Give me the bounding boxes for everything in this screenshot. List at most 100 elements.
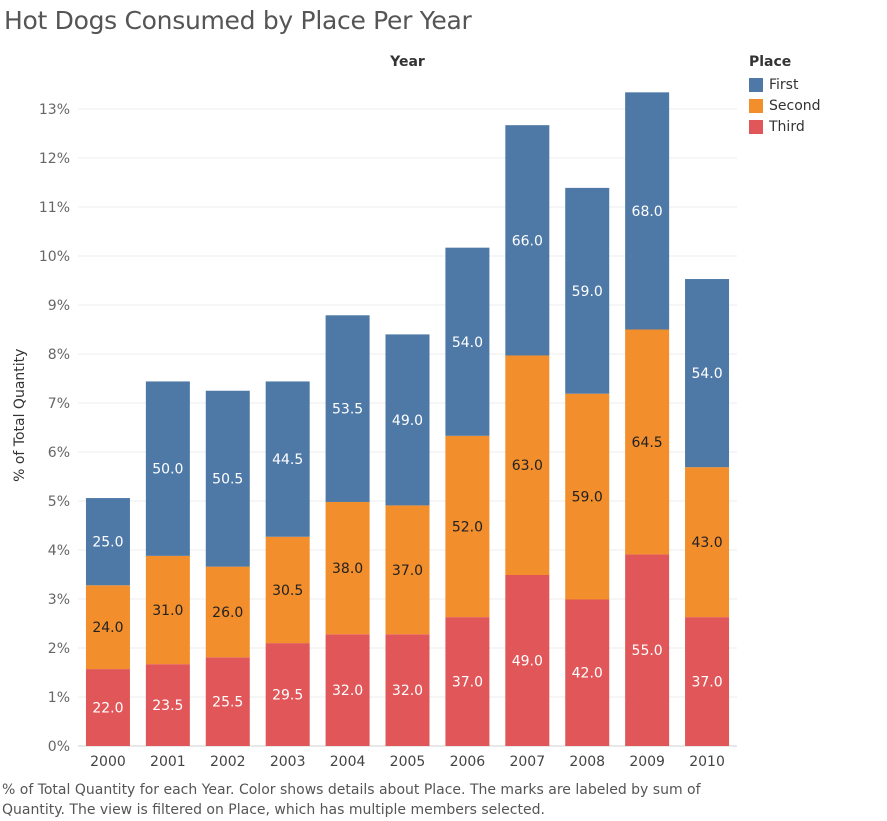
data-label-second-2004: 38.0	[332, 561, 363, 577]
bar-third-2004	[325, 634, 370, 746]
stacked-bar-chart: 0% 1% 2% 3% 4% 5% 6% 7% 8% 9% 10% 11% 12% 13% % of Tot…	[12, 54, 737, 770]
data-label-second-2005: 37.0	[392, 563, 423, 579]
data-label-second-2003: 30.5	[272, 583, 303, 599]
x-tick-label: 2001	[150, 754, 186, 770]
data-label-first-2008: 59.0	[572, 284, 603, 300]
bar-second-2002	[205, 566, 250, 658]
y-tick-label: 10%	[39, 249, 70, 265]
bar-first-2000	[85, 498, 130, 586]
y-tick-label: 12%	[39, 151, 70, 167]
x-tick-label: 2000	[90, 754, 126, 770]
x-tick-label: 2010	[689, 754, 725, 770]
y-tick-label: 13%	[39, 102, 70, 118]
data-label-first-2004: 53.5	[332, 402, 363, 418]
bar-third-2010	[685, 617, 730, 746]
x-tick-label: 2005	[390, 754, 426, 770]
legend-swatch-third	[749, 119, 763, 134]
bar-first-2008	[565, 187, 610, 394]
data-label-second-2008: 59.0	[572, 490, 603, 506]
bar-third-2003	[265, 643, 310, 746]
bar-second-2005	[385, 505, 430, 635]
bar-first-2001	[145, 381, 190, 556]
bar-first-2009	[625, 92, 670, 330]
y-tick-label: 9%	[48, 298, 70, 314]
bar-third-2002	[205, 657, 250, 746]
y-tick-label: 1%	[48, 690, 70, 706]
data-label-third-2004: 32.0	[332, 683, 363, 699]
data-label-second-2001: 31.0	[152, 603, 183, 619]
bar-first-2002	[205, 390, 250, 567]
bar-second-2000	[85, 585, 130, 670]
bar-second-2009	[625, 329, 670, 555]
legend-title: Place	[749, 54, 792, 70]
x-tick-label: 2004	[330, 754, 366, 770]
legend-label-first: First	[769, 76, 799, 93]
data-label-second-2000: 24.0	[92, 620, 123, 636]
bar-first-2003	[265, 381, 310, 537]
bar-second-2004	[325, 501, 370, 635]
y-tick-label: 2%	[48, 641, 70, 657]
bar-second-2008	[565, 393, 610, 600]
legend: Place First Second Third	[749, 54, 821, 137]
data-label-third-2005: 32.0	[392, 683, 423, 699]
y-tick-label: 11%	[39, 200, 70, 216]
bar-first-2007	[505, 125, 550, 356]
data-label-second-2010: 43.0	[691, 535, 722, 551]
bar-second-2001	[145, 555, 190, 665]
legend-swatch-first	[749, 77, 763, 92]
bar-first-2004	[325, 315, 370, 502]
bar-first-2005	[385, 334, 430, 506]
data-label-first-2003: 44.5	[272, 452, 303, 468]
chart-title: Hot Dogs Consumed by Place Per Year	[4, 6, 472, 35]
x-tick-label: 2009	[629, 754, 665, 770]
legend-item-second[interactable]: Second	[749, 95, 821, 116]
chart-caption: % of Total Quantity for each Year. Color…	[2, 782, 701, 818]
legend-item-third[interactable]: Third	[749, 116, 821, 137]
y-tick-label: 4%	[48, 543, 70, 559]
bar-third-2000	[85, 669, 130, 746]
data-label-third-2007: 49.0	[512, 653, 543, 669]
data-label-third-2009: 55.0	[632, 643, 663, 659]
bar-third-2008	[565, 599, 610, 746]
data-label-third-2006: 37.0	[452, 675, 483, 691]
legend-label-third: Third	[769, 118, 805, 135]
data-label-third-2010: 37.0	[691, 675, 722, 691]
bar-third-2009	[625, 554, 670, 746]
bar-second-2007	[505, 355, 550, 575]
data-label-first-2001: 50.0	[152, 462, 183, 478]
y-tick-label: 7%	[48, 396, 70, 412]
data-label-first-2007: 66.0	[512, 233, 543, 249]
x-tick-label: 2002	[210, 754, 246, 770]
legend-item-first[interactable]: First	[749, 74, 821, 95]
x-tick-label: 2008	[569, 754, 605, 770]
data-label-first-2006: 54.0	[452, 335, 483, 351]
bar-second-2010	[685, 467, 730, 618]
bar-third-2006	[445, 617, 490, 746]
data-label-first-2005: 49.0	[392, 413, 423, 429]
data-label-first-2002: 50.5	[212, 472, 243, 488]
bar-third-2007	[505, 574, 550, 746]
column-header: Year	[389, 54, 425, 70]
y-tick-label: 8%	[48, 347, 70, 363]
data-label-third-2003: 29.5	[272, 688, 303, 704]
data-label-second-2007: 63.0	[512, 458, 543, 474]
data-label-first-2000: 25.0	[92, 535, 123, 551]
y-tick-label: 6%	[48, 445, 70, 461]
data-label-third-2002: 25.5	[212, 695, 243, 711]
data-label-third-2000: 22.0	[92, 701, 123, 717]
legend-label-second: Second	[769, 97, 821, 114]
data-label-second-2009: 64.5	[632, 435, 663, 451]
bar-first-2006	[445, 247, 490, 436]
data-label-second-2002: 26.0	[212, 605, 243, 621]
y-tick-label: 0%	[48, 739, 70, 755]
data-label-first-2010: 54.0	[691, 366, 722, 382]
x-tick-label: 2003	[270, 754, 306, 770]
data-label-first-2009: 68.0	[632, 204, 663, 220]
x-tick-label: 2007	[509, 754, 545, 770]
data-label-third-2008: 42.0	[572, 666, 603, 682]
x-tick-label: 2006	[450, 754, 486, 770]
data-label-third-2001: 23.5	[152, 698, 183, 714]
data-label-second-2006: 52.0	[452, 519, 483, 535]
bar-third-2005	[385, 634, 430, 746]
bar-second-2006	[445, 435, 490, 618]
